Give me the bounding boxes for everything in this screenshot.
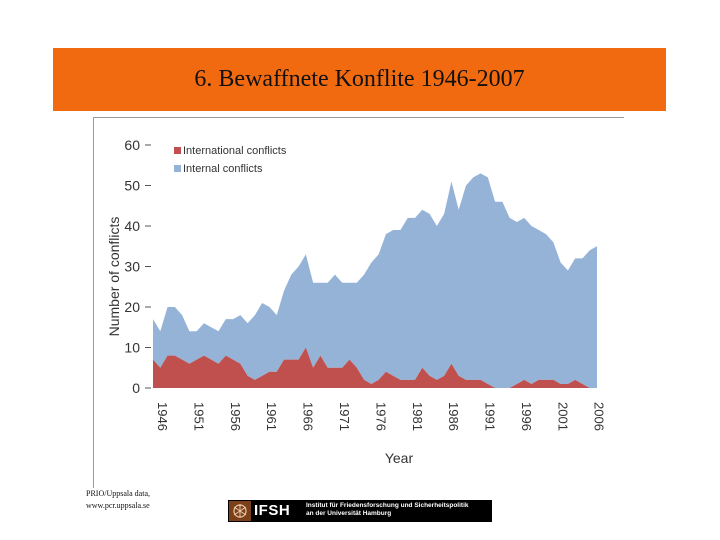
x-tick-label: 2001 — [555, 402, 570, 431]
x-tick-label: 2006 — [592, 402, 607, 431]
x-tick-label: 1986 — [446, 402, 461, 431]
x-tick-label: 1951 — [191, 402, 206, 431]
y-axis-label: Number of conflicts — [106, 217, 122, 337]
source-line-1: PRIO/Uppsala data, — [86, 489, 150, 498]
source-note: PRIO/Uppsala data, www.pcr.uppsala.se — [86, 488, 150, 512]
y-tick-label: 0 — [132, 380, 140, 396]
x-tick-label: 1966 — [301, 402, 316, 431]
logo-subtitle: Institut für Friedensforschung und Siche… — [306, 502, 469, 518]
y-tick-label: 20 — [124, 299, 140, 315]
series-area-internal — [153, 173, 597, 388]
logo-subtitle-line-1: Institut für Friedensforschung und Siche… — [306, 502, 469, 509]
legend-swatch-internal — [174, 165, 181, 172]
legend-swatch-international — [174, 147, 181, 154]
logo-emblem-icon — [229, 501, 251, 521]
x-tick-label: 1946 — [155, 402, 170, 431]
y-tick-label: 60 — [124, 137, 140, 153]
ifsh-logo: IFSH Institut für Friedensforschung und … — [228, 500, 492, 522]
x-tick-label: 1981 — [410, 402, 425, 431]
y-tick-label: 40 — [124, 218, 140, 234]
slide-title: 6. Bewaffnete Konflite 1946-2007 — [194, 66, 525, 92]
legend-label-internal: Internal conflicts — [183, 163, 263, 175]
x-tick-label: 1956 — [228, 402, 243, 431]
x-tick-label: 1991 — [483, 402, 498, 431]
series-area-international — [153, 347, 597, 388]
x-tick-label: 1996 — [519, 402, 534, 431]
x-tick-label: 1971 — [337, 402, 352, 431]
x-tick-label: 1961 — [264, 402, 279, 431]
area-chart: 0 10 20 30 40 50 60 1946 1951 1956 1961 1966 1971 197… — [106, 137, 607, 466]
logo-name: IFSH — [254, 502, 291, 519]
y-tick-label: 50 — [124, 178, 140, 194]
x-tick-label: 1976 — [373, 402, 388, 431]
logo-subtitle-line-2: an der Universität Hamburg — [306, 510, 392, 517]
title-banner: 6. Bewaffnete Konflite 1946-2007 — [53, 48, 666, 111]
chart-frame: 0 10 20 30 40 50 60 1946 1951 1956 1961 1966 1971 197… — [93, 117, 624, 488]
legend-label-international: International conflicts — [183, 145, 287, 157]
y-tick-label: 30 — [124, 259, 140, 275]
y-tick-label: 10 — [124, 340, 140, 356]
x-axis-label: Year — [385, 450, 414, 466]
source-line-2: www.pcr.uppsala.se — [86, 501, 150, 510]
